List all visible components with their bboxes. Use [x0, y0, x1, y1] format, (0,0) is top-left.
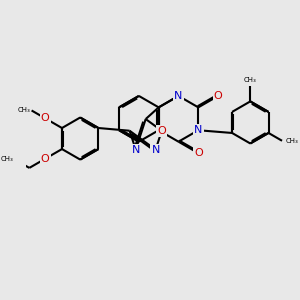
Text: CH₃: CH₃ — [17, 107, 30, 113]
Text: N: N — [132, 145, 140, 154]
Text: O: O — [194, 148, 203, 158]
Text: CH₃: CH₃ — [244, 77, 257, 83]
Text: CH₃: CH₃ — [285, 138, 298, 144]
Text: CH₃: CH₃ — [1, 157, 13, 163]
Text: N: N — [152, 145, 160, 154]
Text: O: O — [214, 91, 223, 101]
Text: O: O — [41, 154, 50, 164]
Text: N: N — [174, 91, 183, 101]
Text: O: O — [41, 113, 50, 123]
Text: O: O — [158, 126, 166, 136]
Text: N: N — [194, 125, 202, 135]
